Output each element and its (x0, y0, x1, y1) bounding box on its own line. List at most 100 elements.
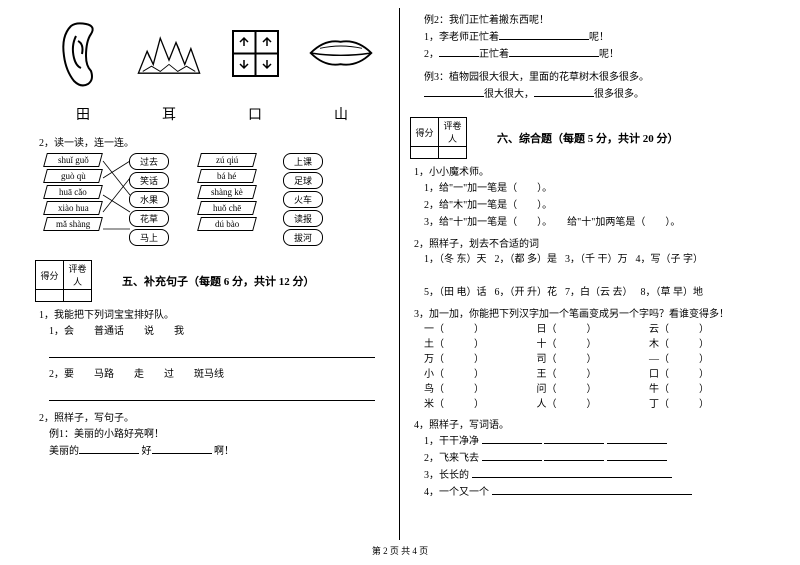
pinyin-box: bá hé (197, 169, 257, 183)
q6-2-item: 7，白（云 去） (565, 285, 633, 301)
answer-line (49, 344, 375, 358)
word-box: 上课 (283, 153, 323, 170)
pinyin-box: xiào hua (43, 201, 103, 215)
score-cell (36, 290, 64, 302)
q6-1: 1，小小魔术师。 (414, 163, 765, 178)
q6-1-item: 2，给"木"加一笔是（ ）。 (424, 197, 765, 214)
score-table: 得分评卷人 (410, 117, 467, 159)
grid-cell: 口（ ） (649, 367, 762, 382)
q2-title: 2，读一读，连一连。 (39, 134, 389, 149)
text-fragment: 2， (424, 49, 439, 60)
score-label: 得分 (411, 118, 439, 147)
grid-cell: 司（ ） (537, 352, 650, 367)
grid-cell: 日（ ） (537, 322, 650, 337)
blank (544, 451, 604, 461)
text-fragment: 4，一个又一个 (424, 487, 489, 498)
blank (482, 451, 542, 461)
image-row (40, 8, 384, 98)
q5-1-2: 2，要 马路 走 过 斑马线 (49, 366, 389, 383)
image-labels: 田 耳 口 山 (40, 104, 384, 124)
section5-header: 得分评卷人 五、补充句子（每题 6 分，共计 12 分） (35, 260, 389, 302)
blank (499, 30, 589, 40)
text-fragment: 很大很大， (484, 89, 534, 100)
q6-4-item: 2，飞来飞去 (424, 450, 765, 467)
grid-cell: 牛（ ） (649, 382, 762, 397)
grid-cell: 王（ ） (537, 367, 650, 382)
grader-cell (439, 147, 467, 159)
mouth-icon (306, 13, 376, 93)
grid-cell: 万（ ） (424, 352, 537, 367)
text-fragment: 1，李老师正忙着 (424, 32, 499, 43)
section6-header: 得分评卷人 六、综合题（每题 5 分，共计 20 分） (410, 117, 765, 159)
blank-line (424, 268, 765, 285)
q6-2-item: 8，（草 早）地 (641, 285, 704, 301)
blank (482, 434, 542, 444)
word-box: 火车 (283, 191, 323, 208)
text-fragment: 2，飞来飞去 (424, 453, 479, 464)
blank (424, 87, 484, 97)
grid-cell: 问（ ） (537, 382, 650, 397)
q5-2-ex1: 例1：美丽的小路好亮啊！ (49, 426, 389, 443)
grader-label: 评卷人 (439, 118, 467, 147)
q6-4-item: 4，一个又一个 (424, 484, 765, 501)
grid-cell: 木（ ） (649, 337, 762, 352)
match-group-right: zú qiú bá hé shàng kè huǒ chē dú bào 上课 … (199, 153, 323, 246)
word-box: 水果 (129, 191, 169, 208)
ex3-fill: 很大很大， 很多很多。 (424, 86, 765, 103)
word-box: 马上 (129, 229, 169, 246)
pinyin-box: huǒ chē (197, 201, 257, 215)
blank (439, 47, 479, 57)
q6-2: 2，照样子，划去不合适的词 (414, 235, 765, 250)
grid-cell: —（ ） (649, 352, 762, 367)
text-fragment: 1，干干净净 (424, 436, 479, 447)
text-fragment: 好 (142, 446, 152, 457)
matching-exercise: shuǐ guǒ guò qù huā cǎo xiào hua mǎ shàn… (45, 153, 379, 246)
blank (472, 468, 672, 478)
pinyin-box: guò qù (43, 169, 103, 183)
text-fragment: 很多很多。 (594, 89, 644, 100)
score-cell (411, 147, 439, 159)
q6-2-item: 2，（都 多）是 (495, 252, 558, 268)
text-fragment: 美丽的 (49, 446, 79, 457)
q6-4: 4，照样子，写词语。 (414, 416, 765, 431)
page-footer: 第 2 页 共 4 页 (0, 544, 800, 557)
q6-1-item: 3，给"十"加一笔是（ ）。 给"十"加两笔是（ ）。 (424, 214, 765, 231)
ex2: 例2：我们正忙着搬东西呢！ (424, 12, 765, 29)
q5-2: 2，照样子，写句子。 (39, 409, 389, 424)
grid-cell: 云（ ） (649, 322, 762, 337)
text-fragment: 呢！ (589, 32, 609, 43)
word-box: 读报 (283, 210, 323, 227)
text-fragment: 呢！ (599, 49, 619, 60)
label-kou: 口 (220, 104, 290, 124)
text-fragment: 3，长长的 (424, 470, 469, 481)
word-box: 足球 (283, 172, 323, 189)
grid-cell: 人（ ） (537, 397, 650, 412)
blank (79, 444, 139, 454)
grid-cell: 米（ ） (424, 397, 537, 412)
window-icon (220, 13, 290, 93)
q6-3-grid: 一（ ）日（ ）云（ ） 土（ ）十（ ）木（ ） 万（ ）司（ ）—（ ） 小… (424, 322, 765, 412)
grid-cell: 鸟（ ） (424, 382, 537, 397)
pinyin-box: shuǐ guǒ (43, 153, 103, 167)
blank (152, 444, 212, 454)
label-tian: 田 (48, 104, 118, 124)
grader-label: 评卷人 (64, 261, 92, 290)
ex2-line2: 2，正忙着呢！ (424, 46, 765, 63)
q6-2-row2: 5，（田 电）话 6，（开 升）花 7，白（云 去） 8，（草 早）地 (424, 285, 765, 301)
section5-title: 五、补充句子（每题 6 分，共计 12 分） (122, 273, 315, 289)
q5-2-fill1: 美丽的 好 啊！ (49, 443, 389, 460)
pinyin-box: shàng kè (197, 185, 257, 199)
blank (544, 434, 604, 444)
q5-1-1: 1，会 普通话 说 我 (49, 323, 389, 340)
q6-3: 3，加一加，你能把下列汉字加一个笔画变成另一个字吗？看谁变得多！ (414, 305, 765, 320)
blank (607, 434, 667, 444)
word-box: 花草 (129, 210, 169, 227)
right-column: 例2：我们正忙着搬东西呢！ 1，李老师正忙着呢！ 2，正忙着呢！ 例3：植物园很… (400, 8, 775, 540)
q5-1: 1，我能把下列词宝宝排好队。 (39, 306, 389, 321)
grid-cell: 丁（ ） (649, 397, 762, 412)
pinyin-box: dú bào (197, 217, 257, 231)
pinyin-box: zú qiú (197, 153, 257, 167)
mountain-icon (134, 13, 204, 93)
q6-4-item: 1，干干净净 (424, 433, 765, 450)
blank (607, 451, 667, 461)
